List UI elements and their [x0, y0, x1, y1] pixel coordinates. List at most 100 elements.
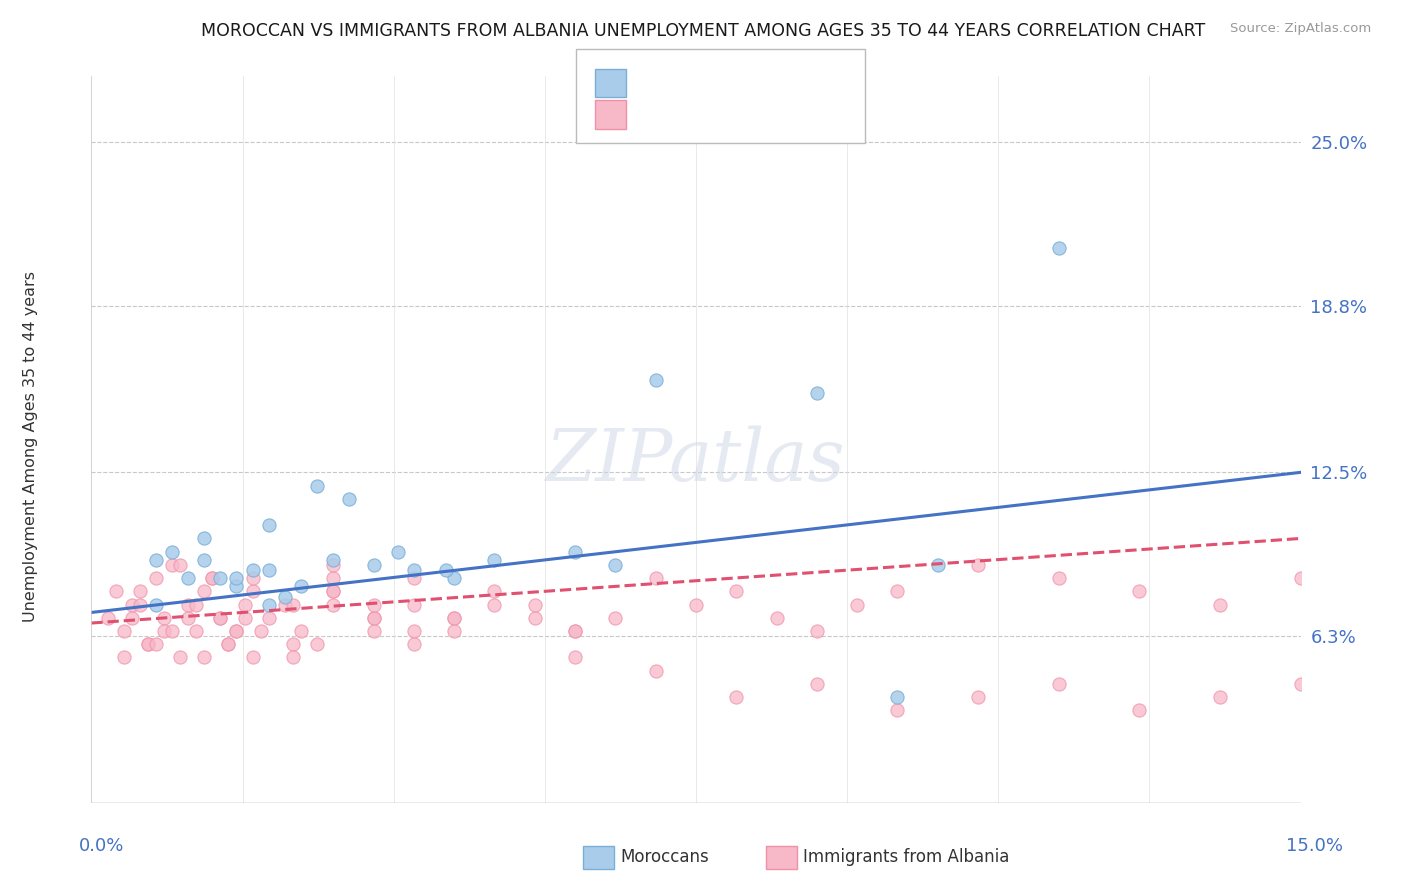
Point	[145, 637, 167, 651]
Point	[484, 584, 506, 599]
Point	[337, 491, 360, 506]
Point	[217, 637, 239, 651]
Point	[225, 571, 247, 585]
Point	[257, 598, 280, 612]
Text: R = 0.095   N = 90: R = 0.095 N = 90	[633, 105, 790, 123]
Point	[136, 637, 159, 651]
Point	[322, 584, 344, 599]
Point	[322, 558, 344, 572]
Point	[112, 624, 135, 638]
Point	[209, 571, 232, 585]
Point	[201, 571, 224, 585]
Text: 15.0%: 15.0%	[1286, 837, 1343, 855]
Point	[96, 611, 118, 625]
Point	[402, 624, 425, 638]
Point	[846, 598, 869, 612]
Point	[967, 558, 990, 572]
Point	[644, 373, 666, 387]
Point	[242, 563, 264, 577]
Point	[249, 624, 271, 638]
Point	[257, 563, 280, 577]
Point	[177, 571, 200, 585]
Point	[281, 650, 304, 665]
Point	[233, 598, 256, 612]
Point	[685, 598, 707, 612]
Point	[104, 584, 127, 599]
Point	[242, 584, 264, 599]
Text: ZIPatlas: ZIPatlas	[546, 425, 846, 496]
Point	[363, 598, 385, 612]
Point	[169, 558, 191, 572]
Point	[186, 624, 208, 638]
Text: 0.0%: 0.0%	[79, 837, 124, 855]
Point	[443, 611, 465, 625]
Point	[160, 558, 183, 572]
Point	[257, 518, 280, 533]
Point	[886, 690, 908, 704]
Point	[274, 590, 297, 604]
Point	[1289, 677, 1312, 691]
Point	[1209, 598, 1232, 612]
Point	[193, 552, 215, 566]
Point	[177, 611, 200, 625]
Point	[387, 544, 409, 558]
Point	[145, 571, 167, 585]
Point	[443, 624, 465, 638]
Point	[274, 598, 297, 612]
Point	[121, 611, 143, 625]
Point	[644, 571, 666, 585]
Point	[363, 611, 385, 625]
Point	[193, 650, 215, 665]
Point	[225, 579, 247, 593]
Point	[225, 624, 247, 638]
Point	[128, 598, 150, 612]
Point	[443, 611, 465, 625]
Text: Unemployment Among Ages 35 to 44 years: Unemployment Among Ages 35 to 44 years	[24, 270, 38, 622]
Point	[1047, 677, 1070, 691]
Point	[322, 571, 344, 585]
Text: Moroccans: Moroccans	[620, 848, 709, 866]
Point	[523, 598, 546, 612]
Point	[402, 637, 425, 651]
Point	[402, 598, 425, 612]
Point	[363, 624, 385, 638]
Point	[217, 637, 239, 651]
Point	[443, 571, 465, 585]
Point	[112, 650, 135, 665]
Point	[564, 544, 586, 558]
Point	[160, 624, 183, 638]
Point	[193, 532, 215, 546]
Point	[153, 624, 176, 638]
Point	[644, 664, 666, 678]
Point	[605, 611, 627, 625]
Point	[1209, 690, 1232, 704]
Text: MOROCCAN VS IMMIGRANTS FROM ALBANIA UNEMPLOYMENT AMONG AGES 35 TO 44 YEARS CORRE: MOROCCAN VS IMMIGRANTS FROM ALBANIA UNEM…	[201, 22, 1205, 40]
Point	[233, 611, 256, 625]
Point	[564, 624, 586, 638]
Point	[765, 611, 787, 625]
Point	[1289, 571, 1312, 585]
Point	[193, 584, 215, 599]
Text: Source: ZipAtlas.com: Source: ZipAtlas.com	[1230, 22, 1371, 36]
Point	[290, 579, 312, 593]
Point	[225, 624, 247, 638]
Point	[967, 690, 990, 704]
Point	[363, 558, 385, 572]
Point	[242, 571, 264, 585]
Point	[322, 584, 344, 599]
Point	[169, 650, 191, 665]
Point	[257, 611, 280, 625]
Point	[886, 703, 908, 717]
Text: Immigrants from Albania: Immigrants from Albania	[803, 848, 1010, 866]
Point	[523, 611, 546, 625]
Point	[1047, 571, 1070, 585]
Point	[322, 598, 344, 612]
Point	[322, 552, 344, 566]
Point	[1128, 703, 1150, 717]
Point	[121, 598, 143, 612]
Point	[1047, 241, 1070, 255]
Point	[209, 611, 232, 625]
Point	[153, 611, 176, 625]
Point	[806, 624, 828, 638]
Point	[886, 584, 908, 599]
